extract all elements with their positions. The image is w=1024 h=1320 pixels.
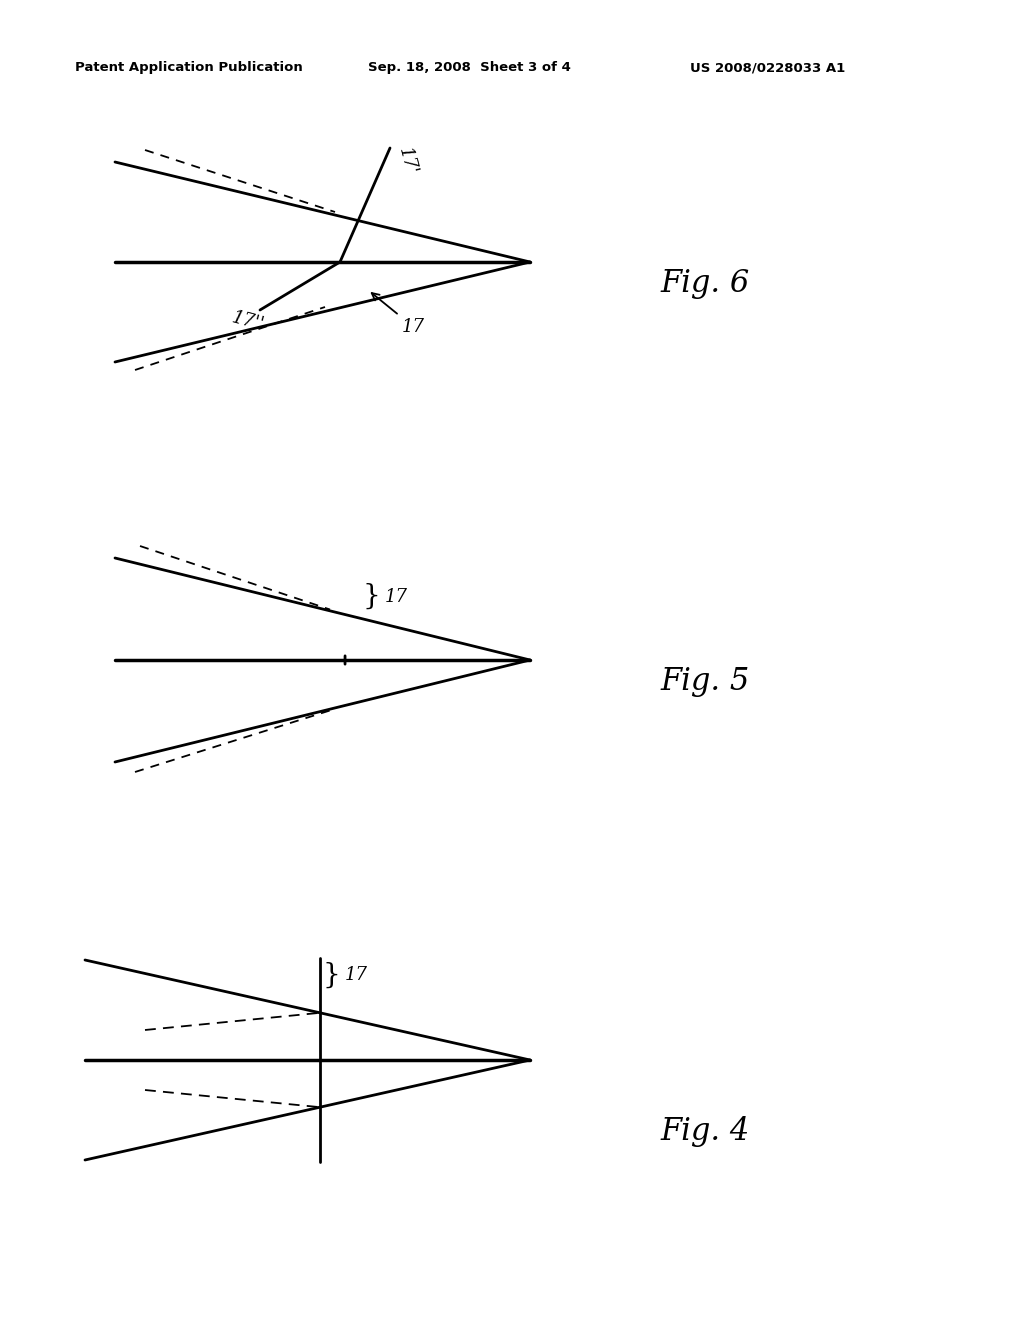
Text: Fig. 5: Fig. 5 (660, 667, 750, 697)
Text: Sep. 18, 2008  Sheet 3 of 4: Sep. 18, 2008 Sheet 3 of 4 (368, 62, 570, 74)
Text: 17: 17 (385, 587, 408, 606)
Text: Fig. 4: Fig. 4 (660, 1115, 750, 1147)
Text: 17: 17 (372, 293, 425, 337)
Text: }: } (323, 961, 341, 989)
Text: Patent Application Publication: Patent Application Publication (75, 62, 303, 74)
Text: 17'': 17'' (230, 308, 266, 334)
Text: 17: 17 (345, 966, 368, 983)
Text: US 2008/0228033 A1: US 2008/0228033 A1 (690, 62, 845, 74)
Text: }: } (362, 583, 381, 610)
Text: 17': 17' (395, 145, 420, 177)
Text: Fig. 6: Fig. 6 (660, 268, 750, 300)
